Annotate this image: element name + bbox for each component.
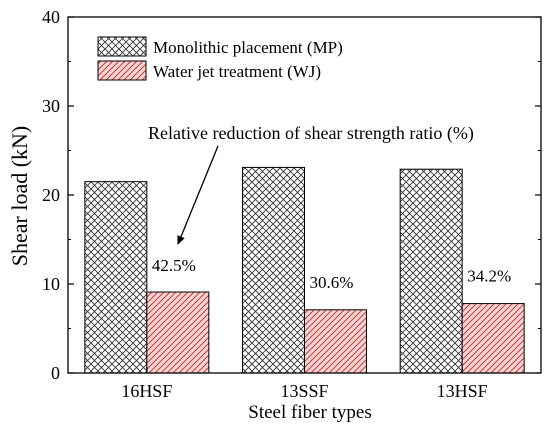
legend-label-wj: Water jet treatment (WJ): [153, 62, 321, 81]
data-label-16hsf: 42.5%: [152, 256, 196, 275]
bar-mp-16hsf: [84, 181, 148, 374]
y-axis-title: Shear load (kN): [7, 126, 32, 267]
bar-mp-13hsf: [399, 168, 463, 374]
y-tick-label: 40: [42, 7, 60, 27]
x-axis: 16HSF 13SSF 13HSF: [121, 367, 488, 401]
annotation-arrow: [177, 145, 219, 245]
data-label-13ssf: 30.6%: [310, 273, 354, 292]
x-tick-label-13hsf: 13HSF: [437, 381, 488, 401]
legend-swatch-wj: [97, 60, 147, 81]
x-tick-label-16hsf: 16HSF: [121, 381, 172, 401]
legend-label-mp: Monolithic placement (MP): [153, 38, 343, 57]
bar-wj-13ssf: [304, 309, 367, 374]
x-tick-label-13ssf: 13SSF: [280, 381, 328, 401]
bar-wj-13hsf: [461, 303, 525, 374]
bar-mp-13ssf: [242, 166, 305, 374]
bars-layer: [84, 166, 525, 374]
data-labels-layer: 42.5% 30.6% 34.2%: [152, 256, 511, 292]
y-tick-label: 10: [42, 274, 60, 294]
annotation-text: Relative reduction of shear strength rat…: [148, 123, 474, 144]
y-tick-label: 20: [42, 185, 60, 205]
legend: Monolithic placement (MP) Water jet treat…: [97, 36, 343, 81]
data-label-13hsf: 34.2%: [467, 267, 511, 286]
bar-wj-16hsf: [146, 291, 210, 374]
y-tick-label: 0: [51, 363, 60, 383]
y-tick-label: 30: [42, 96, 60, 116]
legend-swatch-mp: [97, 36, 147, 57]
x-axis-title: Steel fiber types: [248, 402, 371, 423]
y-axis: 0 10 20 30 40: [42, 7, 541, 383]
